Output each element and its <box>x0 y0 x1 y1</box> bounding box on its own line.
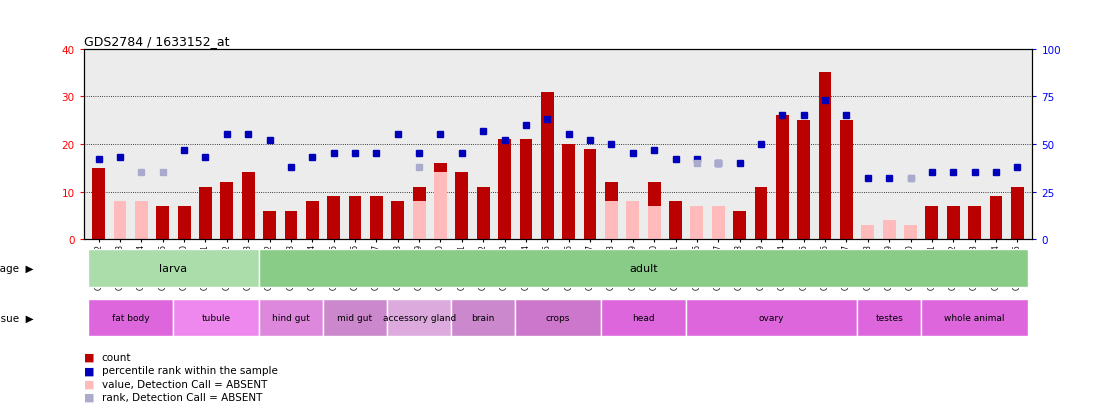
Bar <box>88 299 173 337</box>
Bar <box>670 202 682 240</box>
Bar <box>498 140 511 240</box>
Text: brain: brain <box>472 313 494 323</box>
Bar <box>387 299 451 337</box>
Bar <box>477 188 490 240</box>
Text: rank, Detection Call = ABSENT: rank, Detection Call = ABSENT <box>102 392 262 402</box>
Bar <box>263 211 276 240</box>
Text: GDS2784 / 1633152_at: GDS2784 / 1633152_at <box>84 36 229 48</box>
Text: tubule: tubule <box>202 313 231 323</box>
Bar <box>626 202 639 240</box>
Bar <box>626 202 639 240</box>
Bar <box>925 206 939 240</box>
Bar <box>413 202 425 240</box>
Text: larva: larva <box>160 263 187 273</box>
Bar <box>371 197 383 240</box>
Bar <box>1011 188 1023 240</box>
Bar <box>413 188 425 240</box>
Text: accessory gland: accessory gland <box>383 313 455 323</box>
Bar <box>285 211 297 240</box>
Bar <box>348 197 362 240</box>
Text: ovary: ovary <box>759 313 785 323</box>
Text: head: head <box>632 313 655 323</box>
Bar <box>306 202 319 240</box>
Text: ■: ■ <box>84 352 94 362</box>
Bar <box>754 188 768 240</box>
Bar <box>88 250 259 287</box>
Bar <box>135 202 147 240</box>
Bar <box>93 169 105 240</box>
Bar <box>600 299 686 337</box>
Bar <box>797 121 810 240</box>
Bar <box>883 221 895 240</box>
Text: tissue  ▶: tissue ▶ <box>0 313 33 323</box>
Bar <box>221 183 233 240</box>
Bar <box>840 121 853 240</box>
Bar <box>946 206 960 240</box>
Bar <box>114 202 126 240</box>
Bar <box>862 225 874 240</box>
Bar <box>647 206 661 240</box>
Bar <box>686 299 857 337</box>
Bar <box>455 173 469 240</box>
Text: ■: ■ <box>84 392 94 402</box>
Bar <box>819 74 831 240</box>
Text: count: count <box>102 352 131 362</box>
Bar <box>733 211 745 240</box>
Text: ■: ■ <box>84 366 94 375</box>
Bar <box>259 250 1028 287</box>
Bar <box>392 202 404 240</box>
Bar <box>857 299 921 337</box>
Bar <box>451 299 516 337</box>
Bar <box>712 211 724 240</box>
Bar <box>156 206 170 240</box>
Text: hind gut: hind gut <box>272 313 310 323</box>
Bar <box>776 116 789 240</box>
Bar <box>173 299 259 337</box>
Text: ■: ■ <box>84 379 94 389</box>
Text: adult: adult <box>629 263 657 273</box>
Bar <box>990 197 1002 240</box>
Bar <box>259 299 323 337</box>
Bar <box>605 183 618 240</box>
Bar <box>904 225 917 240</box>
Bar <box>562 145 575 240</box>
Bar <box>520 140 532 240</box>
Bar <box>177 206 191 240</box>
Text: whole animal: whole animal <box>944 313 1004 323</box>
Text: development stage  ▶: development stage ▶ <box>0 263 33 273</box>
Bar <box>647 183 661 240</box>
Bar <box>921 299 1028 337</box>
Text: mid gut: mid gut <box>337 313 373 323</box>
Bar <box>691 206 703 240</box>
Bar <box>323 299 387 337</box>
Bar <box>327 197 340 240</box>
Bar <box>434 164 446 240</box>
Text: percentile rank within the sample: percentile rank within the sample <box>102 366 278 375</box>
Text: fat body: fat body <box>112 313 150 323</box>
Bar <box>516 299 600 337</box>
Bar <box>199 188 212 240</box>
Bar <box>541 93 554 240</box>
Bar <box>712 206 724 240</box>
Bar <box>691 206 703 240</box>
Text: testes: testes <box>875 313 903 323</box>
Bar <box>242 173 254 240</box>
Bar <box>969 206 981 240</box>
Bar <box>605 202 618 240</box>
Text: value, Detection Call = ABSENT: value, Detection Call = ABSENT <box>102 379 267 389</box>
Bar <box>434 173 446 240</box>
Text: crops: crops <box>546 313 570 323</box>
Bar <box>584 150 596 240</box>
